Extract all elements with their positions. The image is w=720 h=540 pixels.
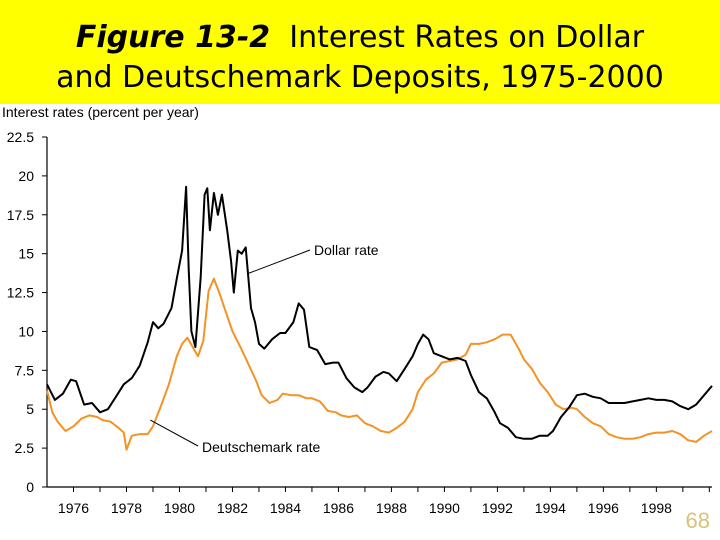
slide-number: 68 bbox=[685, 508, 710, 533]
y-tick-label: 2.5 bbox=[15, 440, 35, 456]
x-tick-label: 1980 bbox=[164, 500, 195, 516]
x-tick-label: 1988 bbox=[376, 500, 407, 516]
slide-title-line-2: and Deutschemark Deposits, 1975-2000 bbox=[56, 60, 664, 95]
dollar-rate-leader bbox=[246, 249, 311, 275]
x-tick-label: 1986 bbox=[323, 500, 354, 516]
y-tick-label: 20 bbox=[18, 168, 34, 184]
y-tick-label: 12.5 bbox=[7, 285, 34, 301]
slide-title-line-1: Figure 13-2 Interest Rates on Dollar bbox=[0, 20, 720, 55]
y-axis: 0 2.5 5 7.5 10 12.5 15 17.5 20 22.5 bbox=[7, 129, 48, 495]
y-tick-label: 15 bbox=[18, 246, 34, 262]
deutschemark-rate-label: Deutschemark rate bbox=[202, 439, 320, 455]
y-tick-label: 17.5 bbox=[7, 207, 34, 223]
dollar-rate-label: Dollar rate bbox=[314, 242, 379, 258]
y-tick-label: 10 bbox=[18, 323, 34, 339]
annotations: Dollar rate Deutschemark rate bbox=[150, 242, 379, 455]
x-axis: 1976 1978 1980 1982 1984 1986 1988 1990 1992 1994… bbox=[47, 486, 712, 516]
x-tick-label: 1994 bbox=[535, 500, 566, 516]
x-tick-label: 1998 bbox=[641, 500, 672, 516]
figure-label: Figure 13-2 bbox=[75, 20, 271, 55]
x-tick-label: 1996 bbox=[588, 500, 619, 516]
x-tick-label: 1978 bbox=[111, 500, 142, 516]
title-band bbox=[0, 0, 720, 104]
y-axis-label: Interest rates (percent per year) bbox=[2, 104, 199, 120]
dollar-rateline bbox=[46, 185, 713, 440]
y-tick-label: 22.5 bbox=[7, 129, 34, 145]
deutschemark-rate-leader bbox=[150, 419, 199, 447]
title-text-1: Interest Rates on Dollar bbox=[289, 20, 645, 55]
y-tick-label: 5 bbox=[26, 401, 34, 417]
y-tick-label: 0 bbox=[26, 479, 34, 495]
x-tick-label: 1976 bbox=[58, 500, 89, 516]
x-tick-label: 1984 bbox=[270, 500, 301, 516]
deutschemark-rateline bbox=[46, 277, 713, 451]
x-tick-label: 1992 bbox=[482, 500, 513, 516]
series-layer bbox=[46, 185, 713, 451]
x-tick-label: 1982 bbox=[217, 500, 248, 516]
x-tick-label: 1990 bbox=[429, 500, 460, 516]
y-tick-label: 7.5 bbox=[15, 362, 35, 378]
